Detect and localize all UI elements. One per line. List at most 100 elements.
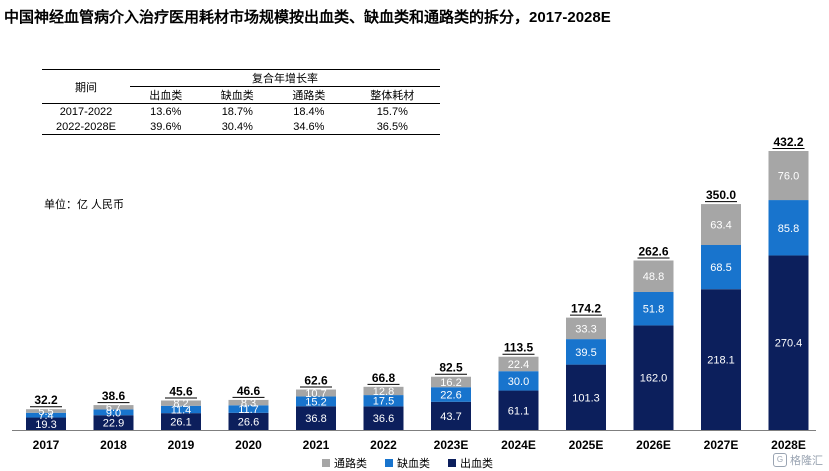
segment-label: 22.4 <box>508 359 529 371</box>
table-row: 2017-2022 13.6% 18.7% 18.4% 15.7% <box>42 104 440 120</box>
bar-segment <box>228 405 269 413</box>
bar-segment <box>93 405 134 410</box>
total-label: 432.2 <box>773 135 803 149</box>
segment-label: 101.3 <box>572 392 600 404</box>
bar-segment <box>161 405 201 414</box>
bar-segment <box>363 406 404 430</box>
segment-label: 30.0 <box>508 376 529 388</box>
segment-label: 8.3 <box>241 398 256 410</box>
bar-segment <box>498 390 539 430</box>
segment-label: 68.5 <box>710 262 731 274</box>
bar-segment <box>363 395 404 407</box>
segment-label: 11.7 <box>238 404 259 416</box>
segment-label: 8.2 <box>173 398 188 410</box>
bar-segment <box>768 255 809 430</box>
segment-label: 270.4 <box>775 338 803 350</box>
total-label: 46.6 <box>237 384 261 398</box>
bar-segment <box>161 413 201 430</box>
legend-item-access: 通路类 <box>322 455 367 471</box>
bar-segment <box>566 317 606 340</box>
total-label: 262.6 <box>638 244 668 258</box>
table-row: 2022-2028E 39.6% 30.4% 34.6% 36.5% <box>42 119 440 135</box>
column-header: 通路类 <box>273 86 345 104</box>
bar-segment <box>768 200 809 256</box>
watermark-text: 格隆汇 <box>790 455 823 467</box>
total-label: 45.6 <box>169 384 193 398</box>
segment-label: 43.7 <box>440 411 461 423</box>
total-label: 350.0 <box>706 188 736 202</box>
x-tick-label: 2020 <box>235 438 262 452</box>
x-tick-label: 2019 <box>168 438 195 452</box>
bar-segment <box>566 339 606 365</box>
segment-label: 61.1 <box>508 405 529 417</box>
segment-label: 6.7 <box>106 402 121 414</box>
segment-label: 19.3 <box>35 419 56 431</box>
legend-item-bleed: 出血类 <box>448 455 493 471</box>
segment-label: 26.1 <box>170 417 191 429</box>
x-tick-label: 2026E <box>636 438 671 452</box>
segment-label: 33.3 <box>575 323 596 335</box>
watermark-logo-icon: G <box>773 453 787 467</box>
segment-label: 63.4 <box>710 220 731 232</box>
segment-label: 39.5 <box>575 347 596 359</box>
segment-label: 5.5 <box>38 406 53 418</box>
segment-label: 9.0 <box>106 407 121 419</box>
bar-segment <box>701 289 741 430</box>
bar-segment <box>93 415 134 430</box>
cagr-cell: 30.4% <box>201 119 274 135</box>
bar-segment <box>363 386 404 396</box>
bar-segment <box>633 291 674 326</box>
total-label: 32.2 <box>34 393 58 407</box>
watermark: G 格隆汇 <box>773 452 823 468</box>
x-tick-label: 2018 <box>100 438 127 452</box>
period-cell: 2022-2028E <box>42 119 130 135</box>
segment-label: 22.6 <box>440 389 461 401</box>
segment-label: 10.7 <box>305 388 326 400</box>
segment-label: 51.8 <box>643 304 664 316</box>
segment-label: 15.2 <box>305 396 326 408</box>
x-tick-label: 2028E <box>771 438 806 452</box>
total-label: 38.6 <box>102 389 126 403</box>
bar-segment <box>566 364 606 430</box>
bar-segment <box>26 409 66 413</box>
column-header: 出血类 <box>130 86 202 104</box>
column-header: 整体耗材 <box>344 86 440 104</box>
legend-swatch <box>385 459 393 467</box>
bar-segment <box>633 325 674 430</box>
segment-label: 26.6 <box>238 416 259 428</box>
period-cell: 2017-2022 <box>59 105 113 118</box>
bar-segment <box>701 244 741 290</box>
bar-segment <box>93 409 134 416</box>
total-label: 62.6 <box>304 374 328 388</box>
segment-label: 22.9 <box>103 418 124 430</box>
legend-swatch <box>448 459 456 467</box>
segment-label: 7.4 <box>38 410 53 422</box>
x-tick-label: 2027E <box>704 438 739 452</box>
cagr-cell: 34.6% <box>273 119 345 135</box>
x-tick-label: 2025E <box>569 438 604 452</box>
segment-label: 17.5 <box>373 396 394 408</box>
bar-segment <box>296 396 336 407</box>
total-label: 82.5 <box>439 361 463 375</box>
legend-swatch <box>322 459 330 467</box>
segment-label: 11.4 <box>171 404 192 416</box>
bar-segment <box>296 406 336 430</box>
unit-label: 单位：亿 人民币 <box>44 199 125 211</box>
cagr-cell: 18.7% <box>221 105 253 118</box>
segment-label: 36.8 <box>305 413 326 425</box>
cagr-cell: 13.6% <box>150 105 182 118</box>
period-header: 期间 <box>42 69 130 104</box>
bar-segment <box>26 417 66 430</box>
cagr-cell: 39.6% <box>130 119 202 135</box>
legend-item-ischemic: 缺血类 <box>385 455 430 471</box>
cagr-cell: 15.7% <box>376 105 408 118</box>
total-label: 113.5 <box>504 341 534 355</box>
segment-label: 162.0 <box>640 373 668 385</box>
cagr-cell: 18.4% <box>293 105 325 118</box>
bar-segment <box>431 387 471 402</box>
bar-segment <box>26 412 66 418</box>
x-tick-label: 2017 <box>33 438 60 452</box>
legend: 通路类 缺血类 出血类 <box>322 455 493 471</box>
legend-label: 出血类 <box>460 458 493 470</box>
bar-segment <box>498 371 539 391</box>
